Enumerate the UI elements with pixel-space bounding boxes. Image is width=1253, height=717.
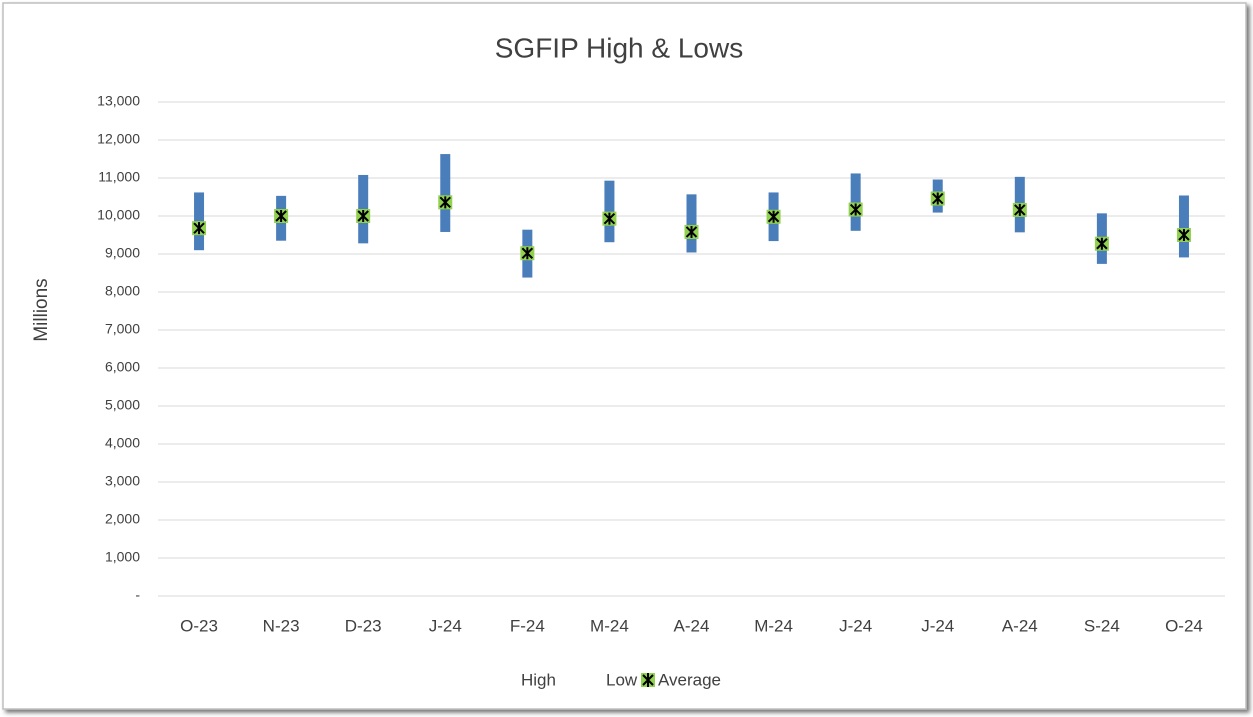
- marker-cross: [275, 210, 287, 222]
- marker-cross: [521, 247, 534, 260]
- high-low-bar: [850, 173, 861, 231]
- y-tick-label: 11,000: [98, 169, 140, 185]
- y-tick-label: 12,000: [97, 131, 140, 147]
- x-tick-label: A-24: [1002, 616, 1038, 635]
- y-tick-label: 1,000: [105, 549, 140, 565]
- x-tick-label: J-24: [839, 616, 872, 635]
- x-tick-label: M-24: [754, 616, 793, 635]
- average-marker: [1012, 202, 1027, 217]
- x-tick-label: J-24: [921, 616, 954, 635]
- x-tick-label: J-24: [429, 616, 462, 635]
- legend-label: Low: [606, 670, 638, 689]
- y-tick-label: 2,000: [105, 511, 140, 527]
- y-axis-label: Millions: [31, 278, 52, 341]
- average-marker: [438, 195, 453, 210]
- average-marker: [848, 202, 863, 217]
- marker-cross: [1014, 203, 1026, 216]
- x-tick-label: O-24: [1165, 616, 1203, 635]
- x-tick-label: S-24: [1084, 616, 1120, 635]
- marker-cross: [642, 673, 654, 687]
- high-low-bar: [686, 194, 697, 253]
- marker-cross: [1178, 229, 1190, 241]
- y-tick-label: 9,000: [105, 245, 140, 261]
- marker-cross: [1096, 237, 1108, 250]
- marker-cross: [193, 222, 205, 235]
- x-tick-label: N-23: [263, 616, 300, 635]
- average-marker: [274, 209, 289, 223]
- average-marker: [1176, 228, 1191, 242]
- y-tick-label: 8,000: [105, 283, 140, 299]
- average-marker: [684, 224, 699, 239]
- x-tick-label: O-23: [180, 616, 218, 635]
- legend-marker: [641, 673, 655, 687]
- x-tick-label: F-24: [510, 616, 545, 635]
- y-tick-label: 3,000: [105, 473, 140, 489]
- y-tick-label: 6,000: [105, 359, 140, 375]
- legend-label: High: [521, 670, 556, 689]
- average-marker: [930, 191, 945, 206]
- legend-label: Average: [658, 670, 721, 689]
- average-marker: [1094, 236, 1109, 251]
- y-tick-label: 4,000: [105, 435, 140, 451]
- average-marker: [602, 211, 617, 226]
- average-marker: [520, 246, 535, 261]
- average-marker: [766, 209, 781, 224]
- x-tick-label: A-24: [674, 616, 710, 635]
- marker-cross: [685, 225, 698, 238]
- y-tick-label: 7,000: [105, 321, 140, 337]
- average-marker: [192, 221, 207, 236]
- y-tick-label: 10,000: [97, 207, 140, 223]
- x-tick-label: D-23: [345, 616, 382, 635]
- average-marker: [356, 209, 371, 223]
- y-tick-label: 13,000: [97, 93, 140, 109]
- marker-cross: [767, 210, 780, 223]
- chart-title: SGFIP High & Lows: [495, 32, 743, 63]
- y-tick-label: -: [135, 587, 140, 603]
- x-tick-label: M-24: [590, 616, 629, 635]
- marker-cross: [357, 210, 369, 222]
- y-tick-label: 5,000: [105, 397, 140, 413]
- high-low-bar: [604, 180, 615, 243]
- high-low-bar: [440, 154, 451, 232]
- marker-cross: [849, 203, 862, 216]
- high-low-bar: [1178, 195, 1189, 258]
- marker-cross: [932, 192, 944, 205]
- marker-cross: [439, 196, 451, 209]
- marker-cross: [603, 212, 616, 225]
